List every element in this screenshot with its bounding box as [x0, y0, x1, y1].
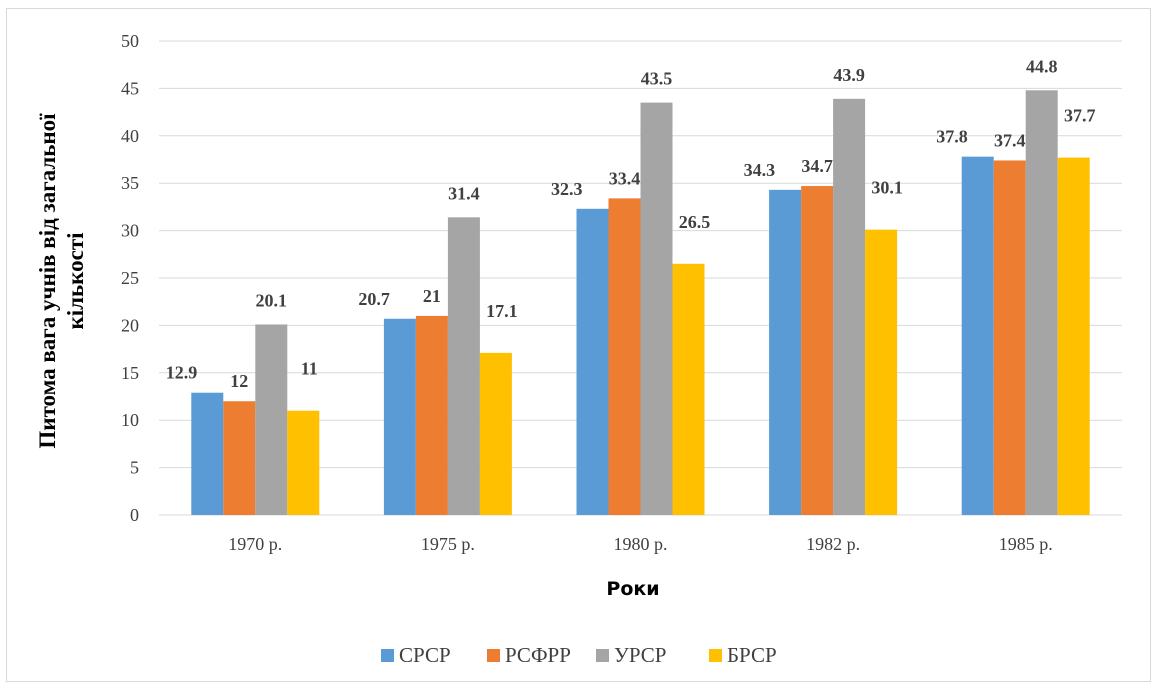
bar: [961, 156, 994, 515]
bar: [223, 401, 256, 515]
x-tick-label: 1970 р.: [228, 534, 282, 554]
data-label: 31.4: [448, 183, 480, 203]
legend-label: СРСР: [399, 643, 451, 667]
data-label: 32.3: [551, 179, 583, 199]
legend-label: БРСР: [727, 643, 777, 667]
x-axis-title: Роки: [606, 578, 659, 600]
y-tick-label: 40: [121, 126, 139, 146]
bar: [1057, 157, 1090, 515]
bar: [191, 392, 224, 515]
legend-swatch: [709, 649, 722, 662]
bar: [608, 198, 641, 516]
data-label: 43.9: [833, 65, 865, 85]
data-label: 20.7: [358, 289, 390, 309]
y-tick-label: 15: [121, 363, 139, 383]
data-label: 12.9: [166, 363, 198, 383]
bar: [447, 217, 480, 515]
bar: [415, 315, 448, 515]
y-axis-title-line-1: Питома вага учнів від загальної: [35, 113, 60, 449]
data-label: 34.7: [801, 156, 833, 176]
y-tick-label: 5: [130, 458, 139, 478]
data-label: 33.4: [609, 168, 641, 188]
bar: [479, 352, 512, 515]
y-tick-label: 0: [130, 505, 139, 525]
y-axis-title-line-2: кількості: [63, 232, 88, 330]
data-label: 37.7: [1064, 106, 1096, 126]
data-label: 12: [230, 371, 248, 391]
y-tick-label: 45: [121, 78, 139, 98]
legend-item: БРСР: [709, 643, 777, 667]
legend-swatch: [487, 649, 500, 662]
bar: [672, 263, 705, 515]
bar: [801, 186, 834, 515]
y-axis-ticks: 0 5 10 15 20 25 30 35 40 45 50: [121, 31, 139, 525]
data-label: 37.8: [936, 127, 968, 147]
data-labels: 12.9 12 20.1 11 20.7 21 31.4 17.1 32.3 33.4 43.5 26…: [166, 56, 1096, 391]
data-label: 11: [301, 359, 318, 379]
legend-label: УРСР: [614, 643, 667, 667]
y-tick-label: 20: [121, 315, 139, 335]
legend-item: УРСР: [596, 643, 667, 667]
x-tick-label: 1975 р.: [421, 534, 475, 554]
bar: [769, 189, 802, 515]
data-label: 30.1: [871, 178, 903, 198]
y-tick-label: 35: [121, 173, 139, 193]
bar-chart: 0 5 10 15 20 25 30 35 40 45 50 12.9 12 20.1 11 20.7 21 3…: [35, 31, 1122, 667]
data-label: 26.5: [679, 212, 711, 232]
data-label: 17.1: [486, 301, 518, 321]
data-label: 20.1: [256, 290, 288, 310]
legend-label: РСФРР: [505, 643, 571, 667]
y-tick-label: 25: [121, 268, 139, 288]
legend-swatch: [596, 649, 609, 662]
legend: СРСР РСФРР УРСР БРСР: [381, 643, 777, 667]
bar: [287, 410, 320, 515]
y-tick-label: 30: [121, 221, 139, 241]
x-axis-ticks: 1970 р. 1975 р. 1980 р. 1982 р. 1985 р.: [228, 534, 1052, 554]
data-label: 43.5: [641, 69, 673, 89]
bar: [383, 318, 416, 515]
x-tick-label: 1980 р.: [614, 534, 668, 554]
bar: [255, 324, 288, 515]
chart-frame: 0 5 10 15 20 25 30 35 40 45 50 12.9 12 20.1 11 20.7 21 3…: [6, 8, 1151, 682]
x-tick-label: 1982 р.: [806, 534, 860, 554]
bar: [1025, 90, 1058, 516]
y-tick-label: 50: [121, 31, 139, 51]
bar: [993, 160, 1026, 515]
bar: [640, 102, 673, 516]
legend-item: СРСР: [381, 643, 451, 667]
bars: [191, 90, 1090, 516]
data-label: 44.8: [1026, 56, 1058, 76]
data-label: 21: [423, 286, 441, 306]
bar: [576, 208, 609, 515]
y-axis-title: Питома вага учнів від загальної кількост…: [35, 113, 88, 449]
bar: [833, 98, 866, 515]
x-tick-label: 1985 р.: [999, 534, 1053, 554]
y-tick-label: 10: [121, 410, 139, 430]
legend-swatch: [381, 649, 394, 662]
bar: [865, 229, 898, 516]
legend-item: РСФРР: [487, 643, 571, 667]
data-label: 34.3: [744, 160, 776, 180]
data-label: 37.4: [994, 130, 1026, 150]
